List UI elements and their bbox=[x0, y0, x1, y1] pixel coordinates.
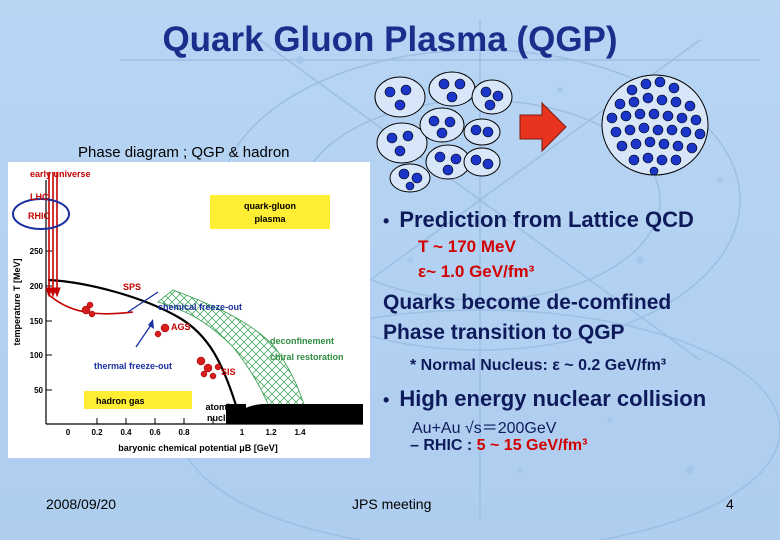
bullet-dot: • bbox=[383, 211, 390, 231]
deconfined-line-2: Phase transition to QGP bbox=[383, 321, 625, 344]
hadron-bubble bbox=[463, 147, 501, 177]
y-axis-label: temperature T [MeV] bbox=[12, 258, 22, 345]
label-ags: AGS bbox=[171, 322, 191, 332]
energy-density-value: ε~ 1.0 GeV/fm³ bbox=[418, 262, 535, 281]
label-lhc: LHC bbox=[30, 192, 49, 202]
x-tick-label: 0.2 bbox=[91, 428, 103, 437]
label-qgp-2: plasma bbox=[254, 214, 286, 224]
label-qgp-1: quark-gluon bbox=[244, 201, 296, 211]
label-neutron-stars: neutron stars bbox=[269, 411, 327, 421]
label-chemical-freeze-out: chemical freeze-out bbox=[158, 302, 242, 312]
hadron-bubble bbox=[471, 79, 513, 115]
arrow-right-icon bbox=[519, 101, 567, 153]
footer-date: 2008/09/20 bbox=[46, 496, 117, 512]
rhic-highlight-circle bbox=[12, 198, 70, 230]
label-sis: SIS bbox=[221, 367, 236, 377]
x-axis-label: baryonic chemical potential μB [GeV] bbox=[118, 443, 278, 453]
x-tick-label: 1.4 bbox=[294, 428, 306, 437]
y-tick-label: 100 bbox=[30, 351, 44, 360]
hadron-bubble bbox=[463, 118, 501, 146]
hadron-bubble bbox=[419, 107, 465, 143]
y-tick-label: 50 bbox=[34, 386, 43, 395]
x-tick-label: 0.6 bbox=[149, 428, 161, 437]
label-nuclei: nuclei bbox=[207, 413, 233, 423]
footer-center: JPS meeting bbox=[352, 496, 432, 512]
x-tick-label: 0 bbox=[66, 428, 71, 437]
qgp-bubble bbox=[601, 74, 709, 176]
y-tick-label: 150 bbox=[30, 317, 44, 326]
bullet-high-energy-collision: • High energy nuclear collision bbox=[383, 386, 707, 411]
y-tick-label: 250 bbox=[30, 247, 44, 256]
hadron-gas-box bbox=[84, 391, 192, 409]
qgp-label-box bbox=[210, 195, 330, 229]
label-chiral-restoration: chiral restoration bbox=[270, 352, 344, 362]
phase-diagram-label: Phase diagram ; QGP & hadron bbox=[78, 144, 290, 161]
label-sps: SPS bbox=[123, 282, 141, 292]
bullet-dot: • bbox=[383, 390, 390, 410]
x-tick-label: 0.8 bbox=[178, 428, 190, 437]
slide-title: Quark Gluon Plasma (QGP) bbox=[162, 20, 618, 59]
x-tick-label: 1.2 bbox=[265, 428, 277, 437]
page-number: 4 bbox=[726, 496, 734, 512]
neutron-star-region bbox=[226, 404, 363, 424]
normal-nucleus-note: * Normal Nucleus: ε ~ 0.2 GeV/fm³ bbox=[410, 357, 667, 374]
phase-diagram: 250 200 150 100 50 0 0.2 0.4 0.6 0.8 1 1… bbox=[8, 162, 370, 458]
phase-boundary-line bbox=[47, 278, 240, 413]
temperature-value: T ~ 170 MeV bbox=[418, 237, 516, 256]
hadron-bubble bbox=[374, 76, 426, 118]
rhic-energy-density: – RHIC : 5 ~ 15 GeV/fm³ bbox=[410, 437, 588, 454]
hadron-bubble bbox=[376, 122, 428, 164]
label-thermal-freeze-out: thermal freeze-out bbox=[94, 361, 172, 371]
label-early-universe: early universe bbox=[30, 169, 91, 179]
label-rhic: RHIC bbox=[28, 211, 50, 221]
label-atomic: atomic bbox=[205, 402, 234, 412]
bullet-lattice-qcd: • Prediction from Lattice QCD bbox=[383, 207, 694, 232]
label-hadron-gas: hadron gas bbox=[96, 396, 145, 406]
x-tick-label: 1 bbox=[240, 428, 245, 437]
auau-energy: Au+Au √s＝200GeV bbox=[412, 420, 557, 437]
y-tick-label: 200 bbox=[30, 282, 44, 291]
deconfined-line-1: Quarks become de-comfined bbox=[383, 291, 672, 314]
label-deconfinement: deconfinement bbox=[270, 336, 334, 346]
hadron-to-qgp-illustration bbox=[374, 71, 709, 193]
x-tick-label: 0.4 bbox=[120, 428, 132, 437]
